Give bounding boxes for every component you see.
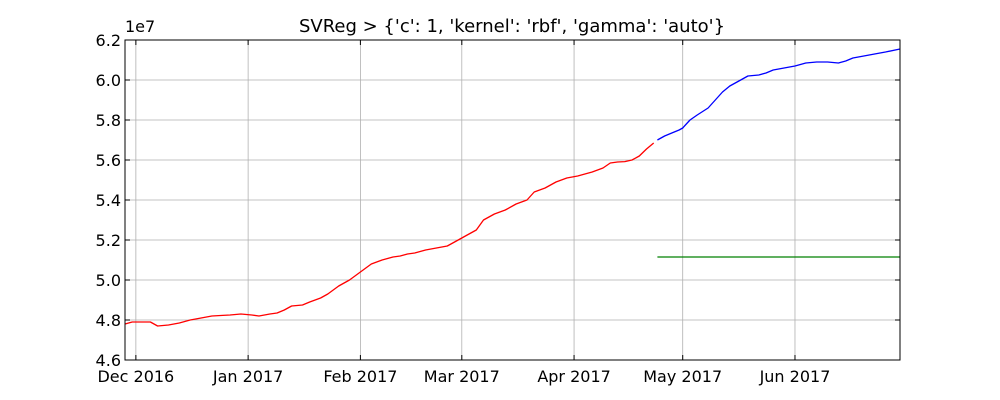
y-tick-label: 5.2 [96, 231, 121, 250]
y-axis-offset-label: 1e7 [125, 17, 155, 36]
x-tick-label: Mar 2017 [424, 367, 500, 386]
y-tick-label: 4.8 [96, 311, 121, 330]
y-tick-label: 5.4 [96, 191, 121, 210]
y-tick-label: 5.0 [96, 271, 121, 290]
chart-title: SVReg > {'c': 1, 'kernel': 'rbf', 'gamma… [299, 16, 725, 37]
tick-layer: 4.6 4.8 5.0 5.2 5.4 5.6 5.8 6.0 6.2 Dec 2016 Jan 2… [96, 31, 900, 386]
x-tick-label: May 2017 [643, 367, 722, 386]
y-tick-label: 5.6 [96, 151, 121, 170]
y-tick-label: 6.2 [96, 31, 121, 50]
grid-layer [125, 40, 900, 360]
x-tick-label: Jun 2017 [759, 367, 831, 386]
series-line-1 [124, 142, 655, 327]
x-tick-label: Apr 2017 [537, 367, 610, 386]
y-tick-label: 6.0 [96, 71, 121, 90]
series-layer [124, 48, 901, 327]
x-tick-label: Feb 2017 [323, 367, 397, 386]
y-tick-label: 5.8 [96, 111, 121, 130]
x-tick-label: Dec 2016 [97, 367, 174, 386]
y-tick-label: 4.6 [96, 351, 121, 370]
x-tick-label: Jan 2017 [212, 367, 283, 386]
series-line-2 [657, 48, 901, 141]
